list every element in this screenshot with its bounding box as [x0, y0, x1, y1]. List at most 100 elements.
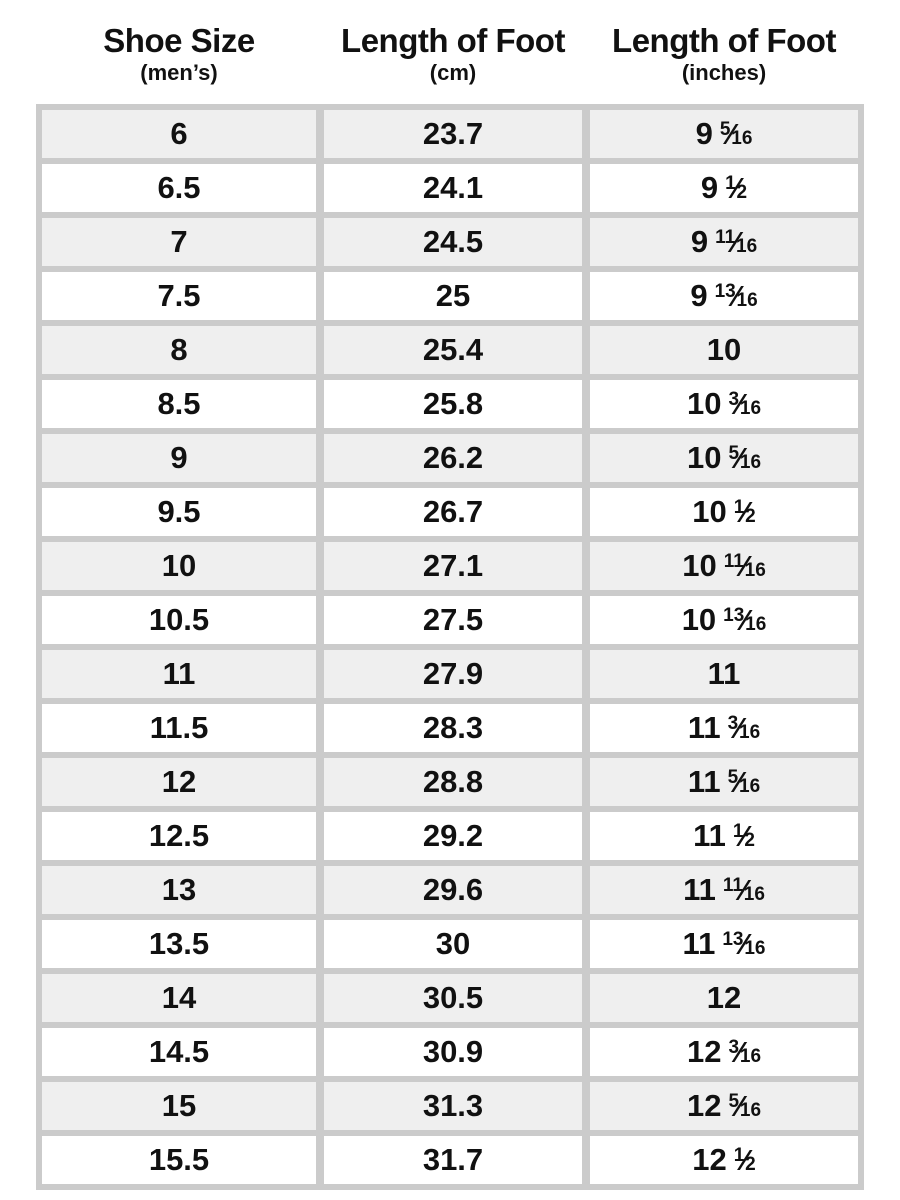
inches-fraction: 5⁄16 — [728, 764, 761, 799]
cell-shoe-size: 14.5 — [42, 1028, 316, 1076]
cell-shoe-size: 12 — [42, 758, 316, 806]
inches-whole: 11 — [687, 764, 721, 799]
fraction-numerator: 5 — [728, 1091, 740, 1112]
inches-whole: 12 — [686, 1088, 722, 1123]
header-title: Length of Foot — [341, 22, 565, 59]
cell-length-inches: 10 11⁄16 — [590, 542, 858, 590]
fraction-denominator: 16 — [745, 614, 767, 635]
header-subtitle: (cm) — [429, 60, 477, 85]
cell-length-inches: 11 1⁄2 — [590, 812, 858, 860]
cell-length-cm: 26.2 — [324, 434, 582, 482]
cell-length-cm: 30 — [324, 920, 582, 968]
fraction-denominator: 2 — [745, 1154, 756, 1175]
cell-shoe-size: 6 — [42, 110, 316, 158]
inches-whole: 11 — [683, 872, 716, 907]
fraction-denominator: 16 — [739, 722, 761, 743]
fraction-numerator: 11 — [715, 227, 736, 248]
inches-whole: 10 — [692, 494, 727, 529]
fraction-denominator: 16 — [739, 776, 761, 797]
inches-fraction: 1⁄2 — [734, 1142, 756, 1177]
fraction-numerator: 1 — [733, 1145, 745, 1166]
cell-shoe-size: 12.5 — [42, 812, 316, 860]
inches-fraction: 1⁄2 — [725, 170, 747, 205]
inches-fraction: 5⁄16 — [728, 440, 761, 475]
fraction-slash: ⁄ — [733, 227, 739, 259]
fraction-denominator: 2 — [736, 182, 748, 203]
inches-fraction: 11⁄16 — [715, 224, 757, 259]
cell-length-inches: 10 3⁄16 — [590, 380, 858, 428]
cell-length-cm: 28.8 — [324, 758, 582, 806]
fraction-slash: ⁄ — [728, 119, 734, 151]
cell-length-inches: 10 5⁄16 — [590, 434, 858, 482]
fraction-slash: ⁄ — [740, 875, 746, 907]
fraction-numerator: 5 — [727, 767, 739, 788]
cell-length-cm: 24.1 — [324, 164, 582, 212]
inches-whole: 9 — [695, 116, 713, 151]
inches-whole: 11 — [693, 818, 726, 853]
fraction-denominator: 2 — [744, 830, 755, 851]
cell-length-cm: 26.7 — [324, 488, 582, 536]
fraction-denominator: 16 — [744, 938, 766, 959]
fraction-slash: ⁄ — [737, 389, 742, 421]
cell-shoe-size: 14 — [42, 974, 316, 1022]
cell-shoe-size: 11 — [42, 650, 316, 698]
cell-length-inches: 9 11⁄16 — [590, 218, 858, 266]
cell-shoe-size: 13 — [42, 866, 316, 914]
inches-fraction: 3⁄16 — [728, 1034, 761, 1069]
inches-whole: 10 — [682, 548, 717, 583]
inches-whole: 12 — [692, 1142, 727, 1177]
cell-shoe-size: 9.5 — [42, 488, 316, 536]
cell-length-inches: 11 — [590, 650, 858, 698]
inches-whole: 12 — [686, 1034, 722, 1069]
cell-length-inches: 10 — [590, 326, 858, 374]
header-title: Shoe Size — [103, 22, 255, 59]
inches-fraction: 5⁄16 — [720, 116, 753, 151]
cell-shoe-size: 10 — [42, 542, 316, 590]
fraction-denominator: 2 — [745, 506, 756, 527]
cell-shoe-size: 15 — [42, 1082, 316, 1130]
fraction-numerator: 1 — [733, 497, 745, 518]
fraction-slash: ⁄ — [737, 1037, 742, 1069]
cell-shoe-size: 7 — [42, 218, 316, 266]
cell-length-inches: 11 3⁄16 — [590, 704, 858, 752]
header-length-cm: Length of Foot (cm) — [324, 22, 582, 86]
inches-fraction: 11⁄16 — [724, 548, 766, 583]
fraction-numerator: 11 — [722, 875, 743, 896]
inches-whole: 11 — [707, 656, 741, 691]
inches-fraction: 13⁄16 — [723, 602, 766, 637]
fraction-slash: ⁄ — [742, 605, 748, 637]
column-headers: Shoe Size (men’s) Length of Foot (cm) Le… — [36, 22, 864, 86]
fraction-slash: ⁄ — [733, 281, 739, 313]
cell-length-inches: 9 1⁄2 — [590, 164, 858, 212]
inches-whole: 11 — [682, 926, 716, 961]
header-shoe-size: Shoe Size (men’s) — [42, 22, 316, 86]
fraction-numerator: 13 — [714, 281, 736, 302]
cell-length-cm: 23.7 — [324, 110, 582, 158]
cell-length-cm: 25.8 — [324, 380, 582, 428]
fraction-slash: ⁄ — [742, 497, 748, 529]
fraction-denominator: 16 — [739, 1046, 762, 1067]
cell-shoe-size: 10.5 — [42, 596, 316, 644]
cell-length-inches: 11 11⁄16 — [590, 866, 858, 914]
inches-fraction: 3⁄16 — [728, 386, 761, 421]
cell-length-cm: 27.9 — [324, 650, 582, 698]
fraction-denominator: 16 — [736, 290, 758, 311]
cell-length-cm: 29.2 — [324, 812, 582, 860]
cell-length-cm: 25 — [324, 272, 582, 320]
inches-whole: 10 — [706, 332, 742, 367]
cell-shoe-size: 13.5 — [42, 920, 316, 968]
size-conversion-table: 6 23.7 9 5⁄16 6.5 24.1 9 1⁄2 7 24.5 9 11⁄16 7.5 25 9 13… — [36, 104, 864, 1190]
inches-whole: 10 — [686, 440, 722, 475]
cell-length-inches: 12 3⁄16 — [590, 1028, 858, 1076]
inches-fraction: 11⁄16 — [723, 872, 765, 907]
cell-length-cm: 30.5 — [324, 974, 582, 1022]
cell-length-cm: 27.1 — [324, 542, 582, 590]
fraction-slash: ⁄ — [736, 713, 742, 745]
fraction-numerator: 1 — [732, 821, 744, 842]
fraction-slash: ⁄ — [737, 443, 742, 475]
fraction-numerator: 3 — [728, 1037, 740, 1058]
cell-length-cm: 24.5 — [324, 218, 582, 266]
inches-whole: 9 — [690, 224, 709, 259]
fraction-numerator: 5 — [728, 443, 740, 464]
